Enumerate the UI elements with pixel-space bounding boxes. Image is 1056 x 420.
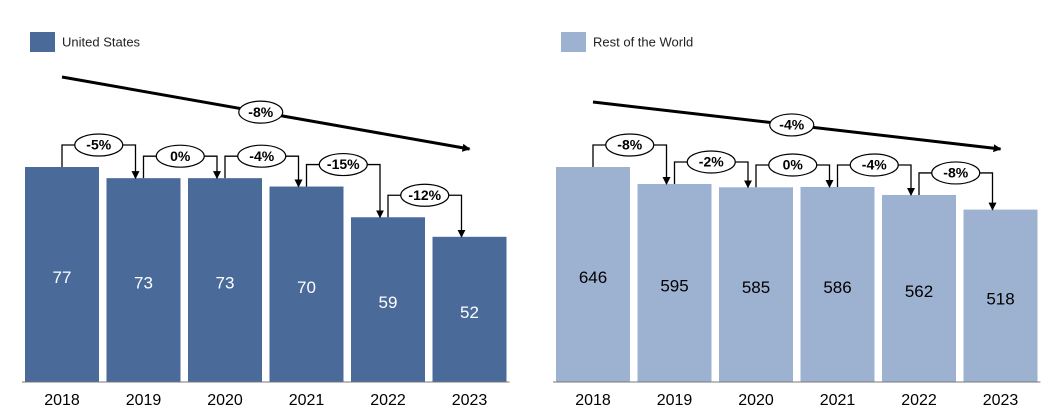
bar [25, 167, 99, 382]
value-label: 73 [216, 274, 235, 293]
change-label: -15% [327, 156, 360, 172]
value-label: 59 [379, 293, 398, 312]
bar [432, 236, 507, 382]
change-label: -5% [86, 137, 111, 153]
change-bubble [768, 153, 818, 177]
change-label: -2% [699, 154, 724, 170]
value-label: 73 [134, 274, 153, 293]
change-bubble [237, 144, 287, 168]
x-tick-label: 2018 [575, 392, 611, 409]
bar [351, 217, 425, 382]
overall-bubble [238, 100, 284, 124]
x-tick-label: 2023 [983, 392, 1019, 409]
x-tick-label: 2019 [126, 392, 162, 409]
change-bubble [74, 133, 124, 157]
bar [106, 178, 181, 382]
x-tick-label: 2018 [44, 392, 80, 409]
change-bubble [605, 133, 655, 157]
x-tick-label: 2023 [452, 392, 488, 409]
change-label: -8% [617, 137, 642, 153]
overall-label: -8% [248, 104, 273, 120]
x-tick-label: 2021 [820, 392, 856, 409]
change-label: -8% [943, 165, 968, 181]
x-tick-label: 2022 [901, 392, 937, 409]
bar [963, 209, 1038, 382]
value-label: 70 [297, 278, 316, 297]
x-tick-label: 2020 [207, 392, 243, 409]
change-label: -4% [249, 148, 274, 164]
bar [800, 186, 875, 382]
change-bubble [400, 183, 450, 207]
bar [637, 183, 712, 382]
value-label: 646 [579, 268, 607, 287]
value-label: 518 [986, 289, 1014, 308]
change-label: -12% [408, 187, 441, 203]
change-bubble [318, 152, 368, 177]
value-label: 77 [53, 268, 72, 287]
legend-label: United States [62, 34, 141, 49]
bar [556, 167, 630, 382]
change-label: 0% [783, 157, 804, 173]
legend-swatch [561, 32, 586, 52]
change-label: -4% [862, 157, 887, 173]
change-bubble [155, 144, 205, 168]
x-tick-label: 2019 [657, 392, 693, 409]
bar [188, 178, 262, 382]
change-bubble [686, 150, 736, 174]
bar [719, 187, 793, 382]
legend-swatch [30, 32, 55, 52]
value-label: 52 [460, 303, 479, 322]
x-tick-label: 2022 [370, 392, 406, 409]
x-tick-label: 2020 [738, 392, 774, 409]
x-tick-label: 2021 [289, 392, 325, 409]
overall-label: -4% [779, 117, 804, 133]
value-label: 585 [742, 278, 770, 297]
value-label: 586 [823, 278, 851, 297]
change-label: 0% [170, 148, 191, 164]
change-bubble [931, 161, 981, 185]
bar [882, 194, 956, 382]
legend-label: Rest of the World [593, 34, 693, 49]
bar [269, 186, 344, 382]
value-label: 595 [660, 276, 688, 295]
overall-bubble [769, 113, 815, 137]
change-bubble [849, 153, 899, 177]
value-label: 562 [905, 282, 933, 301]
